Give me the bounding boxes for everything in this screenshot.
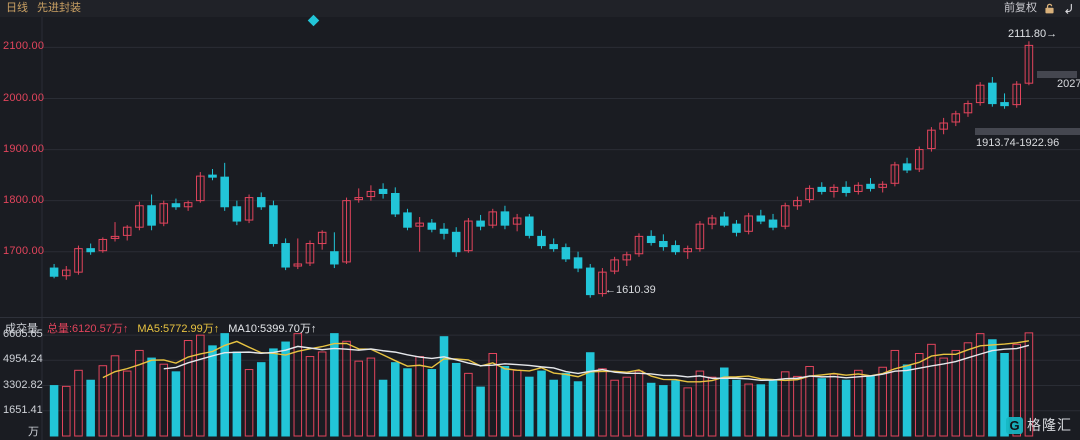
volume-chart-panel[interactable]	[0, 318, 1080, 440]
volume-ma5-label: MA5:5772.99万↑	[137, 323, 220, 335]
panel-divider	[0, 317, 1080, 318]
watermark-text: 格隆汇	[1027, 417, 1072, 433]
price-chart-panel[interactable]	[0, 17, 1080, 318]
price-axis-tick: 1900.00	[3, 142, 45, 155]
gap-marker-lower	[975, 128, 1080, 135]
volume-axis-tick: 6605.65	[3, 328, 43, 341]
watermark: G 格隆汇	[1006, 415, 1072, 435]
toolbar-right-group: 前复权	[1004, 2, 1075, 15]
price-axis-tick: 2000.00	[3, 91, 45, 104]
gelonghui-logo-icon: G	[1006, 416, 1023, 434]
gap-marker-upper	[1037, 71, 1077, 78]
volume-axis-tick: 1651.41	[3, 403, 43, 416]
volume-unit-label: 万	[28, 426, 39, 438]
chart-toolbar: 日线 先进封装 前复权	[0, 0, 1080, 18]
undo-icon[interactable]	[1062, 2, 1075, 15]
volume-total-label: 总量:6120.57万↑	[47, 323, 129, 335]
last-price-label: 2027	[1057, 78, 1080, 90]
period-label[interactable]: 日线	[6, 2, 28, 14]
diamond-marker-icon[interactable]	[307, 14, 320, 32]
low-label: ←1610.39	[605, 284, 656, 296]
volume-axis-tick: 3302.82	[3, 378, 43, 391]
toolbar-left-group: 日线 先进封装	[6, 2, 81, 15]
volume-plot[interactable]	[0, 318, 1080, 440]
high-label: 2111.80→	[1008, 28, 1058, 40]
lock-icon[interactable]	[1043, 2, 1056, 15]
price-axis-tick: 2100.00	[3, 40, 45, 53]
gap-range-label: 1913.74-1922.96	[976, 137, 1060, 149]
price-axis-tick: 1800.00	[3, 193, 45, 206]
volume-title: 成交量	[5, 323, 38, 335]
adjust-mode-label[interactable]: 前复权	[1004, 2, 1037, 14]
volume-ma10-label: MA10:5399.70万↑	[228, 323, 317, 335]
volume-axis-tick: 4954.24	[3, 353, 43, 366]
price-axis-tick: 1700.00	[3, 244, 45, 257]
symbol-label[interactable]: 先进封装	[37, 2, 81, 14]
candlestick-plot[interactable]	[0, 17, 1080, 318]
volume-header: 成交量 总量:6120.57万↑ MA5:5772.99万↑ MA10:5399…	[5, 320, 316, 336]
